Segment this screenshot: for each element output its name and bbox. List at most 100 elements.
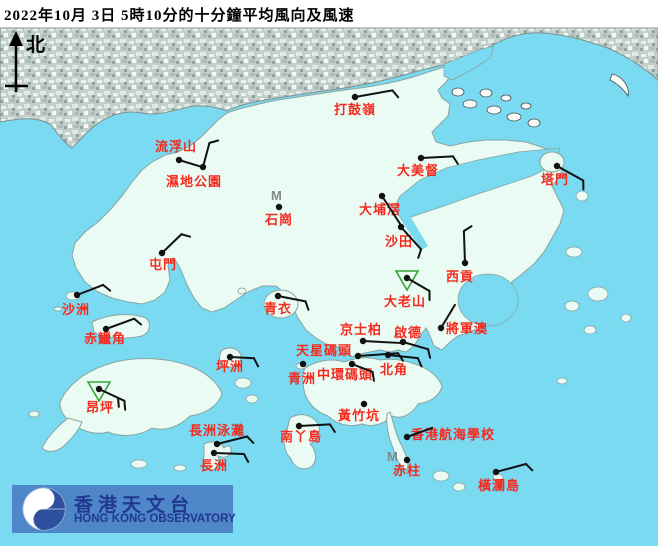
cheung-chau-island-land [203, 441, 232, 471]
wind-barb-tick [208, 139, 220, 144]
hko-logo-icon [22, 487, 66, 531]
wind-barb [178, 159, 202, 168]
lantau-sw-tail-land [41, 417, 83, 452]
station-dot [295, 422, 303, 430]
station-dot [210, 449, 218, 457]
station-label: 赤鱲角 [84, 331, 127, 346]
station-dot [348, 360, 356, 368]
maintenance-marker: M [387, 449, 398, 464]
wind-barb-tick [391, 89, 400, 99]
station-label: 南丫島 [280, 429, 323, 444]
station-dot [461, 259, 469, 267]
station-label: 香港航海學校 [411, 427, 496, 442]
hko-logo-banner: 香港天文台 HONG KONG OBSERVATORY [12, 485, 236, 533]
station-label: 流浮山 [155, 139, 198, 154]
station-label: 京士柏 [340, 322, 383, 337]
shing-mun-channel-water [402, 212, 428, 250]
wind-barb-tick [246, 435, 255, 444]
station-dot [158, 249, 166, 257]
station-label: 北角 [380, 362, 409, 377]
station-dot [417, 154, 425, 162]
station-label: 昂坪 [86, 400, 115, 415]
hko-name-zh: 香港天文台 [74, 495, 195, 516]
wind-barb [216, 435, 249, 445]
station-dot [102, 325, 110, 333]
compass-north: 北 [4, 30, 64, 100]
maintenance-marker: M [271, 188, 282, 203]
station-label: 沙洲 [62, 302, 91, 317]
wind-barb [213, 452, 245, 456]
station-dot [378, 192, 386, 200]
station-dot [403, 456, 411, 464]
stanley-peninsula-land [386, 411, 409, 471]
wind-barb [400, 226, 423, 251]
station-label: 屯門 [149, 257, 178, 272]
station-label: 黃竹坑 [338, 408, 381, 423]
wind-barb [402, 341, 429, 351]
station-dot [403, 433, 411, 441]
station-dot [299, 360, 307, 368]
station-label: 濕地公園 [166, 174, 223, 189]
small-islands [28, 190, 632, 492]
wind-barb [229, 356, 255, 360]
station-dot [73, 291, 81, 299]
wind-barb-tick [417, 248, 423, 259]
wind-barb-tick [371, 370, 375, 382]
wind-barb [351, 363, 374, 373]
mainland-area [0, 27, 658, 149]
northeast-islets [451, 73, 629, 128]
station-dot [359, 337, 367, 345]
station-label: 赤柱 [393, 463, 422, 478]
station-label: 大老山 [384, 294, 427, 309]
wind-barb-tick [426, 348, 432, 359]
station-label: 啟德 [394, 325, 423, 340]
hong-kong-island-land [302, 357, 443, 427]
station-dot [384, 351, 392, 359]
wind-barb-tick [133, 317, 143, 326]
station-label: 西貢 [446, 269, 475, 284]
wind-barb [406, 277, 431, 292]
wind-barb-tick [102, 283, 112, 292]
station-dot [399, 338, 407, 346]
wind-barb-tick [252, 357, 260, 368]
station-dot [226, 353, 234, 361]
north-label: 北 [26, 35, 46, 56]
wind-barb [362, 340, 401, 344]
wind-barb-tick [416, 357, 423, 368]
wind-barb [381, 195, 404, 229]
wind-barb [420, 155, 454, 159]
lantau-island-land [59, 358, 223, 436]
wind-barb [354, 89, 394, 98]
station-dot [492, 468, 500, 476]
station-label: 大美督 [397, 163, 440, 178]
station-label: 打鼓嶺 [334, 102, 377, 117]
north-arrow-icon [5, 31, 28, 92]
hko-name-en: HONG KONG OBSERVATORY [74, 513, 236, 525]
station-dot [275, 203, 283, 211]
wind-barb-tick [180, 233, 192, 238]
wind-barb [387, 354, 419, 360]
wind-barb-tick [524, 462, 534, 472]
station-label: 將軍澳 [446, 321, 489, 336]
station-dot [95, 385, 103, 393]
station-label: 塔門 [541, 172, 570, 187]
station-dot [274, 292, 282, 300]
wind-barb-tick [451, 155, 459, 165]
station-dot [354, 352, 362, 360]
wind-barb [406, 426, 434, 438]
station-dot [403, 274, 411, 282]
wind-barb [462, 230, 466, 264]
station-dot [360, 400, 368, 408]
starling-inlet-water [443, 45, 495, 81]
wind-barb [105, 317, 136, 330]
wind-barb [277, 295, 307, 303]
station-label: 天星碼頭 [296, 343, 353, 358]
wind-barb [202, 141, 211, 168]
station-dot [213, 440, 221, 448]
station-label: 長洲泳灘 [189, 423, 246, 438]
page-title: 2022年10月 3日 5時10分的十分鐘平均風向及風速 [4, 8, 355, 24]
wind-barb [495, 462, 527, 473]
station-label: 沙田 [385, 234, 414, 249]
